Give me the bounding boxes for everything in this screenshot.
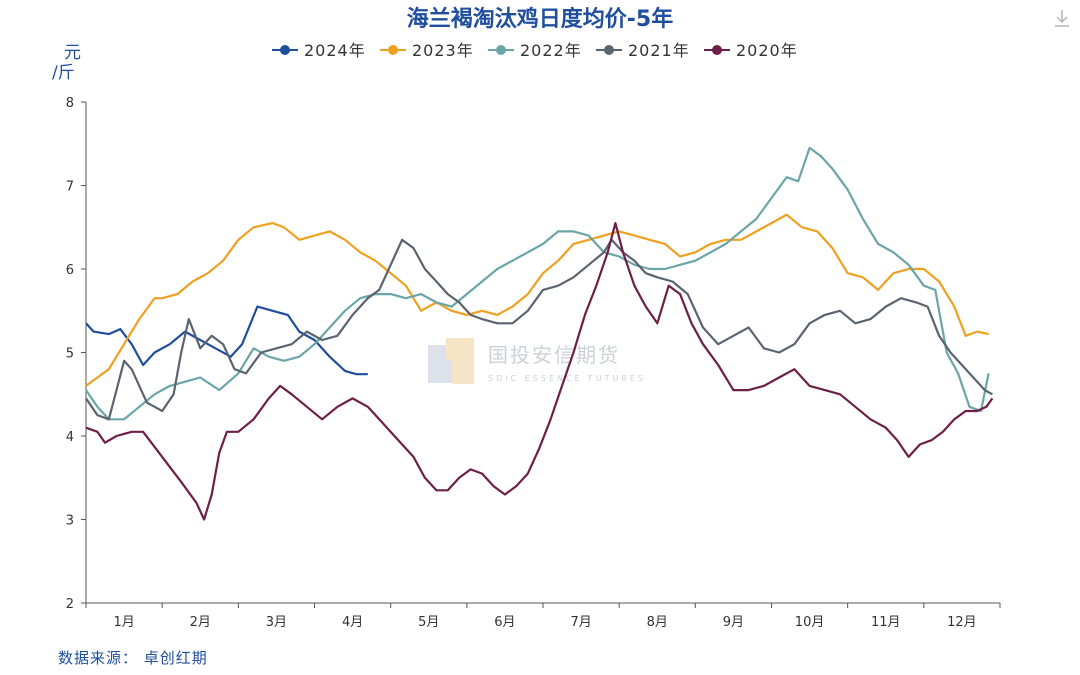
watermark-text: 国投安信期货 [488, 343, 620, 367]
x-tick-label: 11月 [871, 615, 901, 630]
y-tick-label: 4 [66, 430, 74, 445]
series-line-4 [85, 222, 994, 521]
legend-label: 2024年 [304, 41, 366, 60]
x-tick-label: 12月 [947, 615, 977, 630]
x-tick-label: 8月 [647, 615, 668, 630]
series-line-2 [85, 146, 990, 421]
y-tick-label: 7 [66, 180, 74, 195]
x-tick-label: 9月 [723, 615, 744, 630]
y-tick-label: 8 [66, 96, 74, 111]
legend-item[interactable]: 2020年 [704, 41, 798, 60]
chart-title: 海兰褐淘汰鸡日度均价-5年 [407, 6, 673, 32]
watermark: 国投安信期货 SDIC ESSENCE FUTURES [428, 338, 646, 384]
x-tick-label: 3月 [266, 615, 287, 630]
x-tick-label: 5月 [418, 615, 439, 630]
legend-marker-icon [604, 45, 614, 55]
legend-marker-icon [496, 45, 506, 55]
y-axis-unit-top: 元 [64, 43, 81, 63]
legend-label: 2021年 [628, 41, 690, 60]
axes: 2 3 4 5 6 7 8 1月 2月 3月 4月 5月 6月 7月 8月 9月 10月 11月 12月 [66, 96, 1001, 630]
y-tick-label: 6 [66, 263, 74, 278]
x-tick-label: 1月 [113, 615, 134, 630]
legend: 2024年 2023年 2022年 2021年 2020年 [272, 41, 798, 60]
x-tick-label: 7月 [570, 615, 591, 630]
download-icon[interactable] [1055, 10, 1069, 27]
data-source: 数据来源： 卓创红期 [58, 649, 208, 667]
series-lines [85, 146, 994, 521]
watermark-subtext: SDIC ESSENCE FUTURES [488, 374, 646, 383]
legend-label: 2023年 [412, 41, 474, 60]
series-line-3 [85, 238, 993, 421]
legend-label: 2022年 [520, 41, 582, 60]
legend-item[interactable]: 2023年 [380, 41, 474, 60]
y-tick-label: 3 [66, 514, 74, 529]
series-line-1 [85, 213, 989, 387]
legend-label: 2020年 [736, 41, 798, 60]
x-tick-label: 2月 [190, 615, 211, 630]
legend-marker-icon [712, 45, 722, 55]
y-axis-unit-bottom: /斤 [52, 63, 75, 83]
series-line-0 [85, 305, 368, 376]
legend-marker-icon [388, 45, 398, 55]
y-tick-label: 5 [66, 347, 74, 362]
y-tick-label: 2 [66, 597, 74, 612]
legend-item[interactable]: 2022年 [488, 41, 582, 60]
x-tick-label: 6月 [494, 615, 515, 630]
watermark-logo-icon [428, 338, 474, 384]
legend-marker-icon [280, 45, 290, 55]
x-tick-label: 10月 [795, 615, 825, 630]
legend-item[interactable]: 2021年 [596, 41, 690, 60]
x-tick-label: 4月 [342, 615, 363, 630]
legend-item[interactable]: 2024年 [272, 41, 366, 60]
